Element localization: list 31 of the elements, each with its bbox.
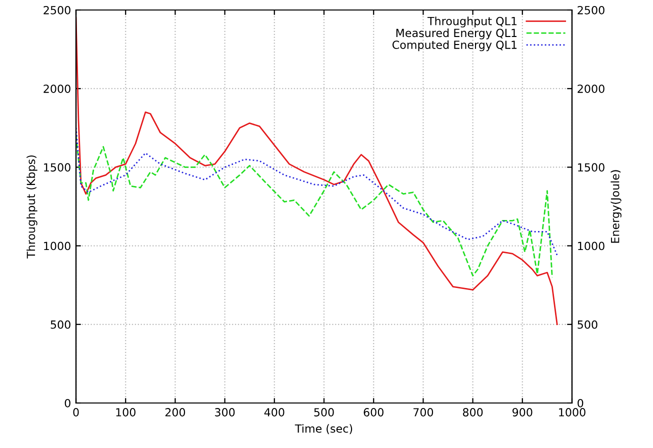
y2-tick-label: 2500 <box>578 6 604 14</box>
x-axis-title: Time (sec) <box>294 424 352 434</box>
y-tick-label: 1000 <box>44 242 70 250</box>
y-tick-label: 2000 <box>44 84 70 93</box>
y-tick-label: 1500 <box>44 163 70 172</box>
y2-tick-label: 500 <box>578 320 598 329</box>
x-tick-label: 500 <box>314 408 334 416</box>
y-axis-title: Throughput (Kbps) <box>26 155 38 258</box>
y-tick-label: 0 <box>64 398 70 408</box>
legend-label: Measured Energy QL1 <box>396 28 517 40</box>
y2-tick-label: 1000 <box>578 242 604 250</box>
x-tick-label: 400 <box>264 408 284 416</box>
x-tick-label: 800 <box>462 408 483 416</box>
y-tick-label: 2500 <box>44 6 70 14</box>
x-tick-label: 100 <box>116 408 136 416</box>
x-tick-label: 0 <box>73 408 79 416</box>
legend-label: Throughput QL1 <box>427 16 517 28</box>
line-series <box>76 127 558 256</box>
y2-tick-label: 1500 <box>578 163 604 172</box>
x-tick-label: 1000 <box>559 408 586 416</box>
x-tick-label: 700 <box>414 408 434 416</box>
x-tick-label: 900 <box>512 408 532 416</box>
y2-axis-title: Energy(Joule) <box>610 170 622 243</box>
x-tick-label: 300 <box>215 408 235 416</box>
y2-tick-label: 2000 <box>578 84 604 93</box>
y2-tick-label: 0 <box>578 398 584 408</box>
line-series <box>76 135 553 278</box>
legend-label: Computed Energy QL1 <box>392 40 517 52</box>
x-tick-label: 200 <box>165 408 186 416</box>
x-tick-label: 600 <box>364 408 384 416</box>
y-tick-label: 500 <box>50 320 70 329</box>
